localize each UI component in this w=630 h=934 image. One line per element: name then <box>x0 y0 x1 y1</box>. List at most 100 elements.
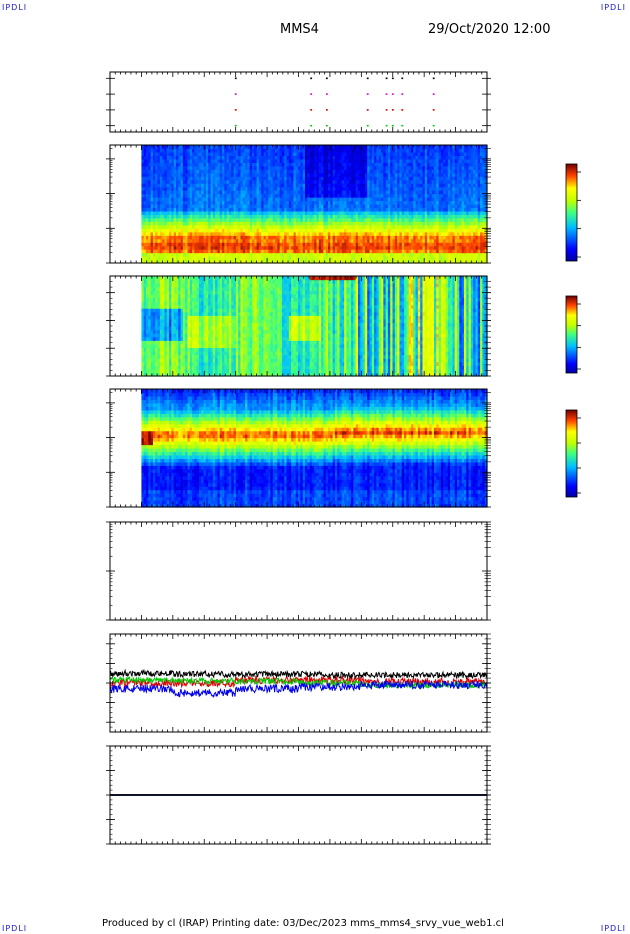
heat-cell <box>334 221 338 226</box>
heat-cell <box>192 162 195 167</box>
heat-cell <box>143 197 147 202</box>
heat-cell <box>233 256 237 261</box>
heat-cell <box>159 221 163 226</box>
heat-cell <box>256 176 260 181</box>
heat-cell <box>157 214 161 219</box>
heat-cell <box>323 155 327 160</box>
heat-cell <box>240 259 244 264</box>
heat-cell <box>263 162 267 167</box>
heat-cell <box>217 145 221 150</box>
heat-cell <box>166 249 170 254</box>
heat-cell <box>277 204 281 209</box>
heat-cell <box>157 186 161 191</box>
heat-cell <box>258 259 262 264</box>
heat-cell <box>178 176 182 181</box>
heat-cell <box>332 162 336 167</box>
heat-cell <box>199 179 202 184</box>
heat-cell <box>150 245 154 250</box>
heat-cell <box>224 155 228 160</box>
heat-cell <box>210 176 214 181</box>
heat-cell <box>261 242 265 247</box>
heat-cell <box>318 235 322 240</box>
heat-cell <box>180 224 184 229</box>
heat-cell <box>272 197 276 202</box>
heat-cell <box>166 155 170 160</box>
heat-cell <box>298 214 301 219</box>
heat-cell <box>279 214 283 219</box>
heat-cell <box>171 214 175 219</box>
heat-cell <box>224 217 228 222</box>
heat-cell <box>245 200 248 205</box>
heat-cell <box>284 197 288 202</box>
heat-cell <box>256 221 260 226</box>
heat-cell <box>175 210 179 216</box>
heat-cell <box>270 235 274 240</box>
heat-cell <box>238 245 242 250</box>
heat-cell <box>268 235 272 240</box>
heat-cell <box>275 200 278 205</box>
heat-cell <box>268 242 272 247</box>
heat-cell <box>240 252 244 257</box>
heat-cell <box>148 158 152 163</box>
heat-cell <box>245 245 248 250</box>
heat-cell <box>316 158 320 163</box>
heat-cell <box>201 176 205 181</box>
heat-cell <box>187 169 191 174</box>
heat-cell <box>334 186 338 191</box>
heat-cell <box>152 228 156 233</box>
heat-cell <box>162 217 166 222</box>
heat-cell <box>152 179 156 184</box>
heat-cell <box>341 214 345 219</box>
heat-cell <box>298 235 301 240</box>
heat-cell <box>199 252 202 257</box>
heat-cell <box>240 214 244 219</box>
heat-cell <box>314 259 318 264</box>
heat-cell <box>258 151 262 157</box>
heat-cell <box>233 245 237 250</box>
heat-cell <box>166 158 170 163</box>
heat-cell <box>180 172 184 177</box>
heat-cell <box>146 210 149 216</box>
heat-cell <box>334 197 338 202</box>
heat-cell <box>173 197 177 202</box>
heat-cell <box>203 252 207 257</box>
heat-cell <box>199 176 202 181</box>
heat-cell <box>247 238 251 243</box>
heat-cell <box>169 221 172 226</box>
heat-cell <box>279 252 283 257</box>
heat-cell <box>171 242 175 247</box>
heat-cell <box>256 158 260 163</box>
heat-cell <box>155 145 159 150</box>
heat-cell <box>224 210 228 216</box>
heat-cell <box>265 151 269 157</box>
heat-cell <box>254 207 258 212</box>
heat-cell <box>175 217 179 222</box>
heat-cell <box>263 245 267 250</box>
heat-cell <box>217 169 221 174</box>
heat-cell <box>337 214 341 219</box>
heat-cell <box>337 259 341 264</box>
heat-cell <box>311 221 315 226</box>
heat-cell <box>261 235 265 240</box>
heat-cell <box>242 259 246 264</box>
heat-cell <box>265 252 269 257</box>
heat-cell <box>169 162 172 167</box>
heat-cell <box>199 228 202 233</box>
heat-cell <box>169 148 172 153</box>
heat-cell <box>162 169 166 174</box>
heat-cell <box>288 214 292 219</box>
heat-cell <box>265 165 269 170</box>
heat-cell <box>277 231 281 236</box>
heat-cell <box>203 197 207 202</box>
heat-cell <box>196 224 200 229</box>
heat-cell <box>279 228 283 233</box>
heat-cell <box>339 162 343 167</box>
heat-cell <box>210 207 214 212</box>
heat-cell <box>189 204 193 209</box>
heat-cell <box>245 193 248 198</box>
heat-cell <box>224 197 228 202</box>
heat-cell <box>281 151 285 157</box>
heat-cell <box>339 179 343 184</box>
heat-cell <box>293 242 297 247</box>
heat-cell <box>318 193 322 198</box>
